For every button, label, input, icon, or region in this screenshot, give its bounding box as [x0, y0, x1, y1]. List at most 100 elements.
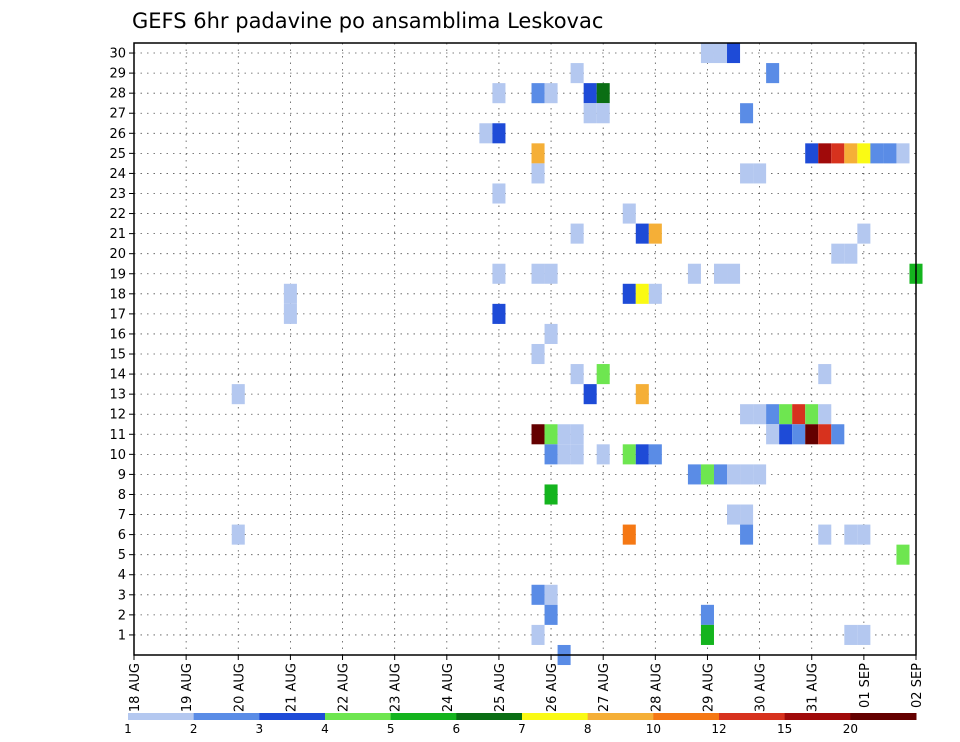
data-cell [544, 263, 558, 284]
legend-label: 2 [190, 722, 198, 736]
data-cell [805, 424, 819, 445]
data-cell [700, 464, 714, 485]
data-cell [727, 464, 741, 485]
y-tick-label: 30 [109, 47, 126, 62]
data-cell [596, 364, 610, 385]
y-tick-label: 27 [109, 107, 126, 122]
x-tick-label: 25 AUG [493, 663, 508, 712]
y-tick-label: 28 [109, 87, 126, 102]
data-cell [727, 263, 741, 284]
data-cell [740, 464, 754, 485]
data-cell [583, 83, 597, 104]
plot-background [134, 43, 916, 655]
data-cell [870, 143, 884, 164]
legend-swatch [522, 713, 589, 720]
data-cell [570, 424, 584, 445]
legend-swatch [325, 713, 392, 720]
y-tick-label: 8 [118, 488, 126, 503]
data-cell [818, 424, 832, 445]
data-cell [792, 424, 806, 445]
data-cell [231, 524, 245, 545]
data-cell [492, 123, 506, 144]
grid [134, 43, 916, 655]
data-cell [818, 524, 832, 545]
legend-label: 20 [843, 722, 858, 736]
data-cell [635, 223, 649, 244]
data-cell [818, 404, 832, 425]
data-cell [492, 303, 506, 324]
data-cell [557, 424, 571, 445]
x-tick-label: 30 AUG [754, 663, 769, 712]
x-tick-label: 31 AUG [806, 663, 821, 712]
data-cell [283, 283, 297, 304]
data-cell [544, 484, 558, 505]
data-cell [713, 464, 728, 485]
data-cell [583, 103, 597, 124]
y-tick-label: 10 [109, 448, 126, 463]
data-cell [713, 43, 728, 64]
legend-swatch [390, 713, 457, 720]
data-cell [805, 404, 819, 425]
x-tick-label: 28 AUG [649, 663, 664, 712]
legend-label: 3 [256, 722, 264, 736]
data-cell [753, 163, 767, 184]
data-cell [531, 424, 545, 445]
data-cell [648, 223, 662, 244]
data-cell [570, 444, 584, 465]
data-cell [753, 404, 767, 425]
data-cell [805, 143, 819, 164]
y-tick-label: 24 [109, 167, 126, 182]
data-cell [831, 143, 845, 164]
y-tick-label: 3 [118, 588, 126, 603]
y-tick-label: 4 [118, 568, 126, 583]
data-cell [648, 444, 662, 465]
data-cell [831, 424, 845, 445]
data-cell [818, 143, 832, 164]
data-cell [740, 163, 754, 184]
x-tick-label: 20 AUG [232, 663, 247, 712]
x-tick-label: 29 AUG [701, 663, 716, 712]
data-cell [792, 404, 806, 425]
plot-frame [133, 42, 917, 656]
data-cell [687, 464, 701, 485]
data-cell [596, 83, 610, 104]
legend-swatch [587, 713, 654, 720]
legend-swatch [128, 713, 195, 720]
data-cell [283, 303, 297, 324]
data-cell [766, 63, 780, 84]
data-cell [727, 43, 741, 64]
data-cell [531, 163, 545, 184]
data-cell [544, 444, 558, 465]
legend-label: 1 [124, 722, 132, 736]
y-tick-label: 18 [109, 287, 126, 302]
data-cell [857, 223, 871, 244]
data-cell [596, 444, 610, 465]
data-cell [570, 63, 584, 84]
data-cell [583, 384, 597, 405]
data-cell [700, 604, 714, 625]
y-tick-label: 21 [109, 227, 126, 242]
data-cell [648, 283, 662, 304]
chart-title: GEFS 6hr padavine po ansamblima Leskovac [132, 9, 603, 33]
data-cell [753, 464, 767, 485]
y-tick-label: 9 [118, 468, 126, 483]
legend-swatch [193, 713, 260, 720]
y-tick-label: 15 [109, 348, 126, 363]
data-cell [740, 524, 754, 545]
color-legend: 1 2 3 4 5 6 7 8 10 12 15 20 [124, 713, 917, 736]
legend-label: 6 [453, 722, 461, 736]
y-axis: 1234567891011121314151617181920212223242… [109, 47, 134, 643]
legend-swatch [850, 713, 917, 720]
data-cell [700, 43, 714, 64]
data-cell [740, 404, 754, 425]
data-cell [544, 323, 558, 344]
data-cell [531, 584, 545, 605]
data-cell [622, 444, 636, 465]
data-cell [740, 504, 754, 525]
legend-label: 12 [711, 722, 726, 736]
data-cell [844, 524, 858, 545]
y-tick-label: 25 [109, 147, 126, 162]
data-cell [544, 424, 558, 445]
y-tick-label: 12 [109, 408, 126, 423]
